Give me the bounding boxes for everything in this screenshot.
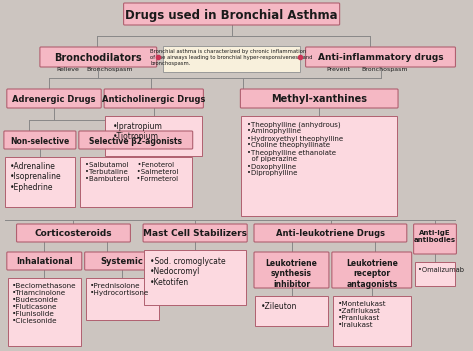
- Bar: [255, 296, 328, 326]
- Text: Anti-IgE
antibodies: Anti-IgE antibodies: [414, 230, 456, 243]
- Text: Drugs used in Bronchial Asthma: Drugs used in Bronchial Asthma: [125, 8, 338, 21]
- Text: Selective β2-agonists: Selective β2-agonists: [89, 137, 182, 146]
- FancyBboxPatch shape: [240, 89, 398, 108]
- Text: Bronchial asthma is characterized by chronic inflammation
of the airways leading: Bronchial asthma is characterized by chr…: [150, 49, 313, 66]
- Bar: [86, 278, 158, 320]
- Bar: [164, 46, 300, 72]
- FancyBboxPatch shape: [40, 47, 157, 67]
- Bar: [8, 278, 81, 346]
- FancyBboxPatch shape: [7, 252, 82, 270]
- Bar: [241, 116, 397, 216]
- Text: Leukotriene
receptor
antagonists: Leukotriene receptor antagonists: [346, 259, 398, 289]
- Text: •Salbutamol    •Fenoterol
•Terbutaline    •Salmeterol
•Bambuterol   •Formeterol: •Salbutamol •Fenoterol •Terbutaline •Sal…: [85, 162, 178, 182]
- Text: Anticholinergic Drugs: Anticholinergic Drugs: [102, 95, 205, 104]
- Text: Prevent: Prevent: [327, 67, 350, 72]
- FancyBboxPatch shape: [123, 3, 340, 25]
- Bar: [105, 116, 202, 156]
- Text: Adrenergic Drugs: Adrenergic Drugs: [12, 95, 96, 104]
- Text: Relieve: Relieve: [57, 67, 79, 72]
- FancyBboxPatch shape: [7, 89, 101, 108]
- Text: •Ipratropium
•Tiotropium: •Ipratropium •Tiotropium: [113, 122, 163, 141]
- Text: Non-selective: Non-selective: [10, 137, 70, 146]
- Text: Leukotriene
synthesis
inhibitor: Leukotriene synthesis inhibitor: [265, 259, 317, 289]
- Text: Anti-leukotriene Drugs: Anti-leukotriene Drugs: [276, 230, 385, 238]
- Bar: [80, 157, 192, 207]
- Bar: [333, 296, 411, 346]
- FancyBboxPatch shape: [143, 224, 247, 242]
- Bar: [414, 262, 455, 286]
- Text: •Theophylline (anhydrous)
•Aminophylline
•Hydroxyethyl theophylline
•Choline the: •Theophylline (anhydrous) •Aminophylline…: [247, 121, 343, 177]
- FancyBboxPatch shape: [4, 131, 76, 149]
- Text: Corticosteroids: Corticosteroids: [35, 230, 112, 238]
- Text: Mast Cell Stabilizers: Mast Cell Stabilizers: [143, 230, 247, 238]
- Text: Inhalational: Inhalational: [16, 258, 73, 266]
- FancyBboxPatch shape: [332, 252, 412, 288]
- Text: Systemic: Systemic: [101, 258, 144, 266]
- Text: •Adrenaline
•Isoprenaline
•Ephedrine: •Adrenaline •Isoprenaline •Ephedrine: [10, 162, 61, 192]
- Text: •Zileuton: •Zileuton: [261, 302, 297, 311]
- Text: Methyl-xanthines: Methyl-xanthines: [271, 94, 367, 105]
- Text: •Omalizumab: •Omalizumab: [419, 267, 464, 273]
- Text: •Sod. cromoglycate
•Nedocromyl
•Ketotifen: •Sod. cromoglycate •Nedocromyl •Ketotife…: [150, 257, 226, 287]
- Bar: [5, 157, 75, 207]
- Text: •Beclomethasone
•Triamcinolone
•Budesonide
•Fluticasone
•Flunisolide
•Ciclesonid: •Beclomethasone •Triamcinolone •Budesoni…: [12, 283, 76, 324]
- Text: Bronchospasm: Bronchospasm: [361, 67, 408, 72]
- FancyBboxPatch shape: [17, 224, 131, 242]
- FancyBboxPatch shape: [79, 131, 193, 149]
- FancyBboxPatch shape: [254, 224, 407, 242]
- Text: Bronchodilators: Bronchodilators: [54, 53, 142, 63]
- Text: •Prednisolone
•Hydrocortisone: •Prednisolone •Hydrocortisone: [89, 283, 149, 296]
- Bar: [144, 250, 246, 305]
- Text: •Montelukast
•Zafirlukast
•Pranlukast
•Iralukast: •Montelukast •Zafirlukast •Pranlukast •I…: [338, 301, 386, 328]
- FancyBboxPatch shape: [306, 47, 455, 67]
- Text: Anti-inflammatory drugs: Anti-inflammatory drugs: [318, 53, 443, 62]
- Text: Bronchospasm: Bronchospasm: [87, 67, 133, 72]
- FancyBboxPatch shape: [104, 89, 203, 108]
- FancyBboxPatch shape: [85, 252, 159, 270]
- FancyBboxPatch shape: [413, 224, 456, 254]
- FancyBboxPatch shape: [254, 252, 329, 288]
